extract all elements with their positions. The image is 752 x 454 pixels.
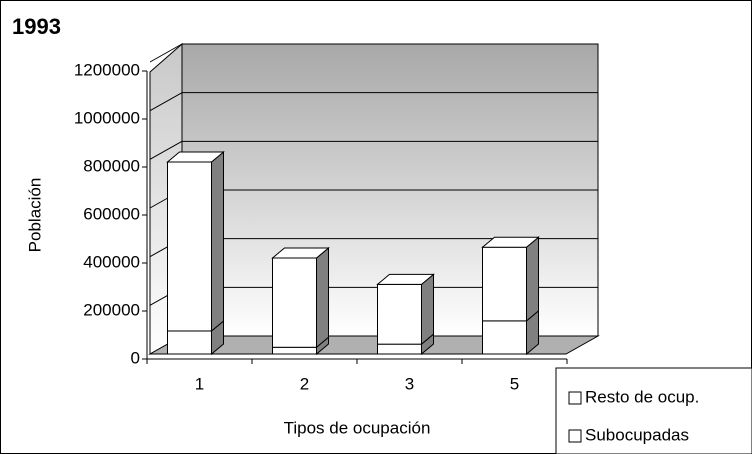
bar xyxy=(167,330,212,355)
legend-swatch xyxy=(568,391,582,405)
grid-line xyxy=(149,140,183,160)
bar-top xyxy=(376,273,435,285)
grid-line xyxy=(149,43,183,63)
y-axis-label: Población xyxy=(25,178,44,253)
legend-label: Subocupadas xyxy=(585,425,689,444)
bar xyxy=(272,346,317,355)
chart-title: 1993 xyxy=(12,14,61,39)
bar-side xyxy=(211,150,224,333)
legend-swatch xyxy=(568,429,582,443)
y-tick-label: 800000 xyxy=(83,156,140,175)
bar xyxy=(377,283,422,345)
x-tick-label: 1 xyxy=(195,374,204,393)
x-tick-label: 5 xyxy=(510,374,519,393)
x-tick-label: 3 xyxy=(405,374,414,393)
bar xyxy=(377,343,422,355)
y-tick-label: 400000 xyxy=(83,252,140,271)
legend xyxy=(555,367,752,454)
y-tick-label: 600000 xyxy=(83,204,140,223)
bar xyxy=(482,320,527,355)
bar-top xyxy=(271,247,330,259)
x-tick-label: 2 xyxy=(300,374,309,393)
grid-line xyxy=(149,92,183,112)
bar xyxy=(482,246,527,322)
bar-side xyxy=(316,246,329,349)
x-axis-label: Tipos de ocupación xyxy=(284,418,431,437)
y-tick-label: 200000 xyxy=(83,300,140,319)
bar-side xyxy=(526,236,539,322)
legend-label: Resto de ocup. xyxy=(585,387,699,406)
y-tick-label: 1000000 xyxy=(74,108,140,127)
bar-top xyxy=(481,236,540,248)
y-tick-label: 0 xyxy=(131,348,140,367)
bar-top xyxy=(166,151,225,163)
bar xyxy=(272,257,317,348)
bar xyxy=(167,161,212,332)
y-tick-label: 1200000 xyxy=(74,60,140,79)
bar-side xyxy=(421,273,434,346)
